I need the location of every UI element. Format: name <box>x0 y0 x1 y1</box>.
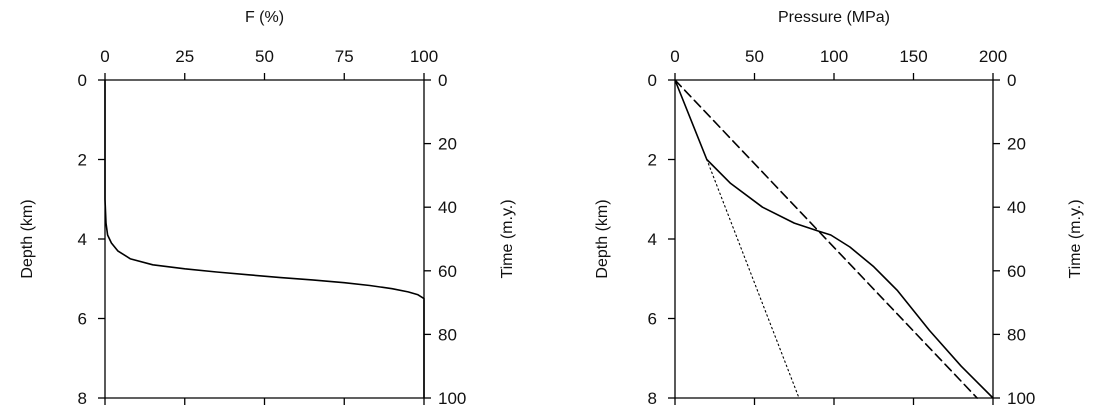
top-tick-label: 200 <box>979 47 1007 66</box>
left-tick-label: 0 <box>78 71 87 90</box>
series-line-dotted <box>706 158 800 399</box>
left-tick-label: 4 <box>78 230 87 249</box>
right-tick-label: 40 <box>438 198 457 217</box>
top-tick-label: 100 <box>820 47 848 66</box>
top-tick-label: 50 <box>255 47 274 66</box>
top-tick-label: 25 <box>175 47 194 66</box>
series-line-dashed <box>674 79 978 399</box>
left-tick-label: 6 <box>78 310 87 329</box>
top-tick-label: 50 <box>745 47 764 66</box>
left-tick-label: 4 <box>648 230 657 249</box>
right-tick-label: 40 <box>1007 198 1026 217</box>
right-tick-label: 20 <box>438 135 457 154</box>
right-tick-label: 20 <box>1007 135 1026 154</box>
right-tick-label: 80 <box>438 325 457 344</box>
left-tick-label: 6 <box>648 310 657 329</box>
right-axis-title: Time (m.y.) <box>1067 199 1084 278</box>
right-tick-label: 100 <box>1007 389 1035 408</box>
series-line-solid <box>104 79 425 399</box>
top-axis-title: F (%) <box>245 9 284 26</box>
top-tick-label: 0 <box>670 47 679 66</box>
left-axis-title: Depth (km) <box>594 199 611 278</box>
left-tick-label: 0 <box>648 71 657 90</box>
right-tick-label: 60 <box>1007 262 1026 281</box>
top-tick-label: 75 <box>335 47 354 66</box>
right-axis-title: Time (m.y.) <box>499 199 516 278</box>
left-tick-label: 2 <box>648 151 657 170</box>
top-tick-label: 0 <box>100 47 109 66</box>
top-axis-title: Pressure (MPa) <box>778 9 890 26</box>
left-axis-title: Depth (km) <box>19 199 36 278</box>
left-tick-label: 2 <box>78 151 87 170</box>
right-tick-label: 0 <box>1007 71 1016 90</box>
right-tick-label: 80 <box>1007 325 1026 344</box>
right-tick-label: 60 <box>438 262 457 281</box>
left-tick-label: 8 <box>648 389 657 408</box>
series-line-solid <box>674 79 994 399</box>
right-tick-label: 0 <box>438 71 447 90</box>
right-tick-label: 100 <box>438 389 466 408</box>
left-tick-label: 8 <box>78 389 87 408</box>
top-tick-label: 150 <box>899 47 927 66</box>
top-tick-label: 100 <box>410 47 438 66</box>
